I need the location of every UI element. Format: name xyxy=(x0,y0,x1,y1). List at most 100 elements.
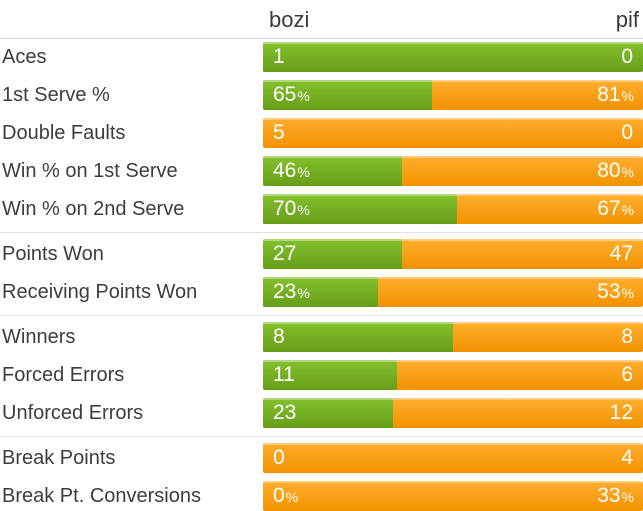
stat-bar: 23 12 xyxy=(263,398,643,428)
player-names: bozi pif xyxy=(263,7,643,33)
left-player-value: 8 xyxy=(273,325,285,348)
stat-row-aces: Aces 1 0 xyxy=(0,42,643,72)
percent-suffix: % xyxy=(297,164,310,180)
left-player-bar-segment xyxy=(263,239,402,269)
bar-highlight xyxy=(263,322,643,324)
bar-highlight xyxy=(263,398,643,400)
stat-bar: 0% 33% xyxy=(263,481,643,511)
left-player-bar-segment xyxy=(263,42,643,72)
left-player-bar-segment xyxy=(263,156,402,186)
stat-group-winners-errors: Winners 8 8 Forced Errors 11 6 Unforced … xyxy=(0,315,643,436)
stat-row-win-pct-1st-serve: Win % on 1st Serve 46% 80% xyxy=(0,156,643,186)
stat-bar: 65% 81% xyxy=(263,80,643,110)
stat-label: Break Pt. Conversions xyxy=(2,484,201,507)
stat-row-points-won: Points Won 27 47 xyxy=(0,239,643,269)
stat-row-unforced-errors: Unforced Errors 23 12 xyxy=(0,398,643,428)
bar-highlight xyxy=(263,156,643,158)
percent-suffix: % xyxy=(621,489,634,505)
bar-highlight xyxy=(263,360,643,362)
bar-highlight xyxy=(263,118,643,120)
stat-row-1st-serve-pct: 1st Serve % 65% 81% xyxy=(0,80,643,110)
right-player-value: 0 xyxy=(621,121,633,144)
percent-suffix: % xyxy=(621,164,634,180)
stat-bar: 70% 67% xyxy=(263,194,643,224)
percent-suffix: % xyxy=(621,202,634,218)
percent-suffix: % xyxy=(621,285,634,301)
right-player-value: 12 xyxy=(609,401,633,424)
stat-bar: 8 8 xyxy=(263,322,643,352)
left-player-bar-segment xyxy=(263,80,433,110)
percent-suffix: % xyxy=(285,489,299,505)
left-player-value: 11 xyxy=(273,363,295,386)
left-player-bar-segment xyxy=(263,277,379,307)
left-player-bar-segment xyxy=(263,398,394,428)
stat-bar: 5 0 xyxy=(263,118,643,148)
left-player-name: bozi xyxy=(269,7,310,32)
stat-label: Break Points xyxy=(2,446,116,469)
stat-bar: 0 4 xyxy=(263,443,643,473)
stat-bar: 23% 53% xyxy=(263,277,643,307)
left-player-value: 5 xyxy=(273,121,285,144)
stat-row-winners: Winners 8 8 xyxy=(0,322,643,352)
right-player-value: 4 xyxy=(621,446,633,469)
right-player-value: 33% xyxy=(597,484,634,507)
percent-suffix: % xyxy=(297,285,310,301)
stat-group-points: Points Won 27 47 Receiving Points Won 23… xyxy=(0,232,643,315)
stat-group-break-points: Break Points 0 4 Break Pt. Conversions 0… xyxy=(0,436,643,511)
stat-row-double-faults: Double Faults 5 0 xyxy=(0,118,643,148)
left-player-value: 1 xyxy=(273,45,285,68)
left-player-value: 0 xyxy=(273,446,285,469)
right-player-value: 67% xyxy=(597,197,634,220)
stat-bar: 11 6 xyxy=(263,360,643,390)
right-player-value: 80% xyxy=(597,159,634,182)
left-player-bar-segment xyxy=(263,360,398,390)
stat-label: Receiving Points Won xyxy=(2,280,198,303)
right-player-value: 8 xyxy=(621,325,633,348)
bar-highlight xyxy=(263,80,643,82)
stat-label: Double Faults xyxy=(2,121,126,144)
left-player-value: 0% xyxy=(273,484,299,507)
right-player-name: pif xyxy=(615,7,639,32)
percent-suffix: % xyxy=(297,202,310,218)
stat-label: Win % on 2nd Serve xyxy=(2,197,185,220)
stat-label: 1st Serve % xyxy=(2,83,110,106)
stat-label: Points Won xyxy=(2,242,104,265)
right-player-value: 6 xyxy=(621,363,633,386)
bar-highlight xyxy=(263,42,643,44)
stat-label: Win % on 1st Serve xyxy=(2,159,178,182)
right-player-value: 47 xyxy=(609,242,633,265)
bar-highlight xyxy=(263,443,643,445)
players-header: bozi pif xyxy=(0,0,643,39)
bar-highlight xyxy=(263,277,643,279)
stat-row-forced-errors: Forced Errors 11 6 xyxy=(0,360,643,390)
left-player-bar-segment xyxy=(263,194,458,224)
left-player-bar-segment xyxy=(263,322,453,352)
stat-bar: 46% 80% xyxy=(263,156,643,186)
bar-highlight xyxy=(263,239,643,241)
stat-label: Winners xyxy=(2,325,76,348)
left-player-value: 65% xyxy=(273,83,310,106)
stat-group-serve: Aces 1 0 1st Serve % 65% 81% Double Faul… xyxy=(0,39,643,232)
left-player-value: 23% xyxy=(273,280,310,303)
stat-row-break-pt-conversions: Break Pt. Conversions 0% 33% xyxy=(0,481,643,511)
left-player-value: 23 xyxy=(273,401,297,424)
stat-bar: 27 47 xyxy=(263,239,643,269)
left-player-value: 27 xyxy=(273,242,297,265)
percent-suffix: % xyxy=(297,88,310,104)
right-player-value: 53% xyxy=(597,280,634,303)
stat-row-receiving-points-won: Receiving Points Won 23% 53% xyxy=(0,277,643,307)
stat-label: Aces xyxy=(2,45,47,68)
bar-highlight xyxy=(263,194,643,196)
left-player-value: 70% xyxy=(273,197,310,220)
right-player-value: 81% xyxy=(597,83,634,106)
stat-label: Forced Errors xyxy=(2,363,125,386)
stat-label: Unforced Errors xyxy=(2,401,144,424)
percent-suffix: % xyxy=(621,88,634,104)
right-player-value: 0 xyxy=(621,45,633,68)
bar-highlight xyxy=(263,481,643,483)
stat-bar: 1 0 xyxy=(263,42,643,72)
stat-row-win-pct-2nd-serve: Win % on 2nd Serve 70% 67% xyxy=(0,194,643,224)
stat-row-break-points: Break Points 0 4 xyxy=(0,443,643,473)
left-player-value: 46% xyxy=(273,159,310,182)
